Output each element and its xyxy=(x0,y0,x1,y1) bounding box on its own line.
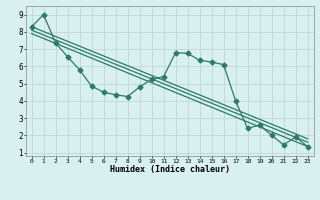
X-axis label: Humidex (Indice chaleur): Humidex (Indice chaleur) xyxy=(109,165,230,174)
